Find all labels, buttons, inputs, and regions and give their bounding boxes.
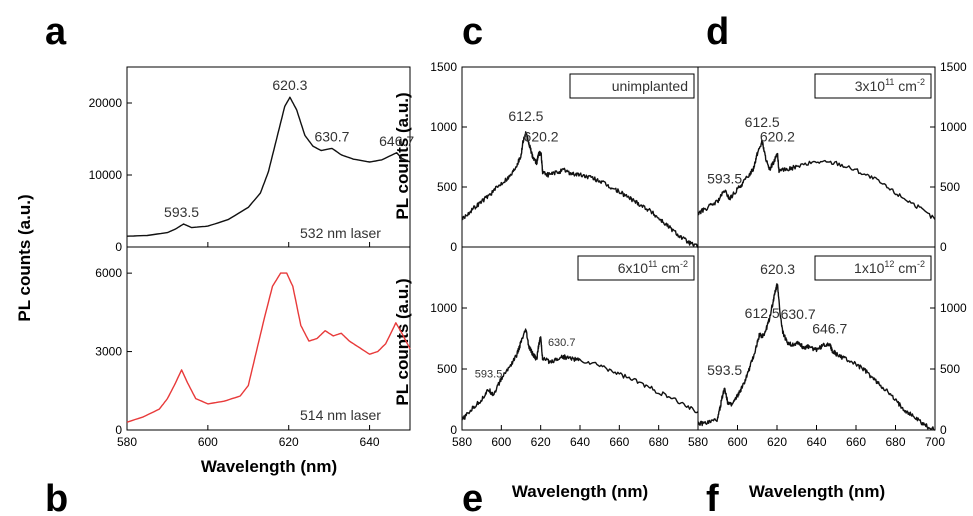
x-tick-label-b: 640 (360, 435, 380, 449)
x-tick-label-f: 620 (767, 435, 787, 449)
y-tick-label-d: 1000 (940, 120, 967, 134)
y-tick-label-b: 3000 (95, 345, 122, 359)
series-line-e (461, 328, 699, 421)
peak-label-a: 630.7 (314, 129, 349, 145)
peak-label-a: 646.7 (379, 133, 414, 149)
series-line-a (126, 96, 411, 237)
peak-label-e: 630.7 (548, 337, 576, 349)
x-tick-label-e: 640 (570, 435, 590, 449)
y-tick-label-d: 500 (940, 180, 960, 194)
x-tick-label-e: 660 (609, 435, 629, 449)
peak-label-a: 593.5 (164, 204, 199, 220)
right-x-axis-title-2: Wavelength (nm) (749, 482, 885, 501)
panel-letter-c: c (462, 11, 483, 53)
right-top-y-axis-title: PL counts (a.u.) (393, 92, 412, 219)
y-tick-label-c: 0 (450, 240, 457, 254)
y-tick-label-f: 0 (940, 423, 947, 437)
peak-label-f: 620.3 (760, 261, 795, 277)
y-tick-label-c: 1500 (430, 60, 457, 74)
legend-box-f (814, 255, 932, 281)
plot-frame-b (126, 246, 411, 431)
y-tick-label-b: 6000 (95, 266, 122, 280)
peak-label-f: 612.5 (745, 305, 780, 321)
left-x-axis-title: Wavelength (nm) (201, 457, 337, 476)
series-line-b (126, 272, 411, 423)
panel-letter-a: a (45, 11, 67, 53)
series-line-f (697, 283, 936, 431)
x-tick-label-b: 600 (198, 435, 218, 449)
y-tick-label-a: 0 (115, 240, 122, 254)
laser-label-b: 514 nm laser (300, 407, 381, 423)
panel-e: 0 500 1000 580 600 620 640 660 680 593.5 630.7 6x10… (430, 246, 699, 449)
x-tick-label-b: 580 (117, 435, 137, 449)
peak-label-d: 593.5 (707, 170, 742, 186)
x-tick-label-f: 580 (688, 435, 708, 449)
dose-label-c: unimplanted (612, 78, 688, 94)
peak-label-f: 593.5 (707, 362, 742, 378)
y-tick-label-c: 1000 (430, 120, 457, 134)
peak-label-d: 612.5 (745, 114, 780, 130)
y-tick-label-e: 1000 (430, 301, 457, 315)
legend-box-c (569, 73, 695, 99)
legend-box-d (814, 73, 932, 99)
panel-b: 0 3000 6000 580 600 620 640 514 nm laser (95, 246, 411, 449)
y-tick-label-d: 1500 (940, 60, 967, 74)
peak-label-c: 612.5 (508, 108, 543, 124)
dose-label-d: 3x1011 cm-2 (855, 77, 925, 94)
y-tick-label-d: 0 (940, 240, 947, 254)
x-tick-label-f: 680 (885, 435, 905, 449)
peak-label-e: 593.5 (475, 369, 503, 381)
x-tick-label-f: 600 (727, 435, 747, 449)
x-tick-label-e: 600 (491, 435, 511, 449)
y-tick-label-a: 10000 (89, 168, 123, 182)
peak-label-f: 646.7 (812, 321, 847, 337)
y-tick-label-f: 500 (940, 362, 960, 376)
panel-letter-d: d (706, 11, 729, 53)
dose-label-f: 1x1012 cm-2 (854, 259, 925, 276)
peak-label-f: 630.7 (781, 306, 816, 322)
laser-label-a: 532 nm laser (300, 225, 381, 241)
x-tick-label-b: 620 (279, 435, 299, 449)
panel-c: 0 500 1000 1500 612.5 620.2 unimplanted (430, 60, 699, 254)
y-tick-label-b: 0 (115, 423, 122, 437)
right-bottom-y-axis-title: PL counts (a.u.) (393, 278, 412, 405)
peak-label-d: 620.2 (760, 128, 795, 144)
peak-label-c: 620.2 (524, 128, 559, 144)
legend-box-e (577, 255, 695, 281)
x-tick-label-f: 640 (806, 435, 826, 449)
y-tick-label-c: 500 (437, 180, 457, 194)
y-tick-label-e: 500 (437, 362, 457, 376)
x-tick-label-e: 580 (452, 435, 472, 449)
series-line-d (697, 139, 936, 220)
right-x-axis-title-1: Wavelength (nm) (512, 482, 648, 501)
panel-letter-f: f (706, 478, 719, 516)
panel-letter-e: e (462, 478, 483, 516)
panel-letter-b: b (45, 478, 68, 516)
y-tick-label-e: 0 (450, 423, 457, 437)
series-line-c (461, 131, 698, 248)
x-tick-label-e: 680 (649, 435, 669, 449)
left-y-axis-title: PL counts (a.u.) (15, 194, 34, 321)
dose-label-e: 6x1011 cm-2 (618, 259, 688, 276)
y-tick-label-f: 1000 (940, 301, 967, 315)
y-tick-label-a: 20000 (89, 96, 123, 110)
x-tick-label-e: 620 (531, 435, 551, 449)
peak-label-a: 620.3 (272, 77, 307, 93)
x-tick-label-f: 700 (925, 435, 945, 449)
panel-a: 0 10000 20000 620.3 593.5 630.7 646.7 532 nm la… (89, 66, 414, 254)
x-tick-label-f: 660 (846, 435, 866, 449)
